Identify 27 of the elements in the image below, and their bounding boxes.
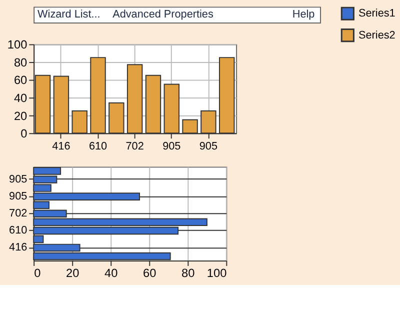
x-tick-label: 610 [88, 140, 108, 152]
y-tick-label: 100 [7, 38, 28, 52]
x-tick-label: 416 [52, 140, 70, 152]
text: Advanced Properties [112, 8, 214, 21]
y-tick-label: 905 [9, 173, 28, 186]
y-tick-label: 80 [14, 55, 28, 70]
y-tick-label: 40 [14, 91, 28, 106]
y-tick-label: 610 [9, 224, 28, 237]
y-tick-label: 60 [14, 73, 28, 88]
y-tick-label: 0 [20, 126, 28, 141]
x-tick-label: 40 [104, 266, 118, 280]
y-tick-label: 905 [9, 190, 28, 203]
y-tick-label: 20 [14, 108, 28, 123]
x-tick-label: 905 [199, 140, 218, 152]
x-tick-label: 80 [182, 266, 196, 280]
text: Wizard List... [38, 8, 100, 21]
y-tick-label: 702 [9, 208, 28, 220]
legend-label: Series1 [358, 8, 396, 20]
x-tick-label: 20 [66, 266, 80, 280]
text: Help [292, 8, 315, 21]
x-tick-label: 60 [143, 266, 157, 280]
x-tick-label: 702 [126, 140, 144, 152]
x-tick-label: 905 [162, 140, 181, 152]
legend-label: Series2 [358, 29, 396, 42]
x-tick-label: 100 [206, 266, 228, 280]
x-tick-label: 0 [34, 266, 42, 280]
y-tick-label: 416 [9, 242, 28, 254]
